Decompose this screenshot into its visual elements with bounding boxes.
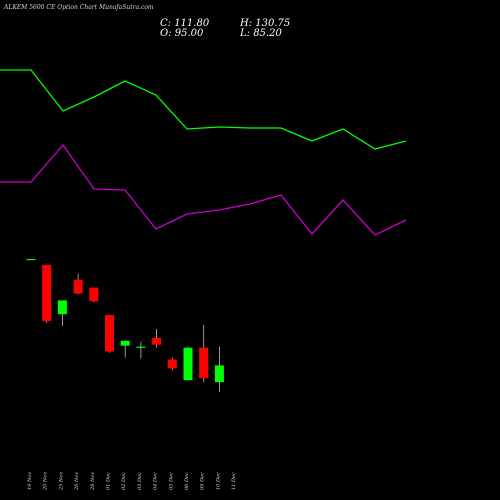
candle-3: [73, 273, 83, 295]
candle-body: [42, 264, 52, 322]
x-axis: 19 Nov 20 Nov 25 Nov 26 Nov 28 Nov 01 Dec 02 D…: [27, 472, 237, 491]
x-tick-label: 28 Nov: [90, 472, 96, 491]
candle-body: [136, 346, 146, 348]
indicator-line-2: [0, 143, 407, 236]
x-tick-label: 26 Nov: [74, 472, 80, 491]
candle-body: [105, 315, 114, 352]
candle-10: [183, 346, 193, 381]
candle-body: [167, 359, 177, 369]
x-tick-label: 01 Dec: [106, 472, 112, 490]
low-value: L: 85.20: [240, 28, 282, 39]
candle-12: [214, 346, 224, 392]
x-tick-label: 03 Dec: [137, 472, 143, 490]
candles: [26, 259, 224, 392]
chart-title: ALKEM 5600 CE Option Chart MunafaSutra.c…: [4, 4, 154, 11]
indicator-line-1: [0, 69, 407, 150]
x-tick-label: 06 Dec: [184, 472, 190, 490]
candle-11: [199, 325, 209, 383]
candle-2: [57, 300, 67, 326]
candle-body: [89, 287, 99, 302]
candle-body: [73, 279, 83, 294]
candle-body: [183, 347, 193, 381]
high-value: H: 130.75: [240, 18, 291, 29]
candle-0: [26, 259, 36, 261]
candle-body: [152, 337, 162, 345]
candle-1: [42, 264, 52, 324]
candle-7: [136, 341, 146, 359]
candle-6: [120, 340, 130, 358]
candle-body: [57, 300, 67, 315]
candle-body: [214, 365, 224, 383]
x-tick-label: 11 Dec: [231, 472, 237, 490]
candle-4: [89, 287, 99, 303]
x-tick-label: 10 Dec: [215, 472, 221, 490]
indicator-lines: [0, 69, 407, 236]
x-tick-label: 04 Dec: [153, 472, 159, 490]
x-tick-label: 20 Nov: [43, 472, 49, 491]
candle-8: [152, 328, 162, 348]
candle-5: [105, 315, 114, 353]
candle-body: [199, 347, 209, 379]
candle-body: [26, 259, 36, 261]
candle-9: [167, 357, 177, 371]
x-tick-label: 02 Dec: [121, 472, 127, 490]
x-tick-label: 09 Dec: [200, 472, 206, 490]
x-tick-label: 25 Nov: [58, 472, 64, 491]
x-tick-label: 19 Nov: [27, 472, 33, 490]
candle-body: [120, 340, 130, 346]
x-tick-label: 05 Dec: [168, 472, 174, 490]
close-value: C: 111.80: [160, 18, 210, 29]
open-value: O: 95.00: [160, 28, 204, 39]
